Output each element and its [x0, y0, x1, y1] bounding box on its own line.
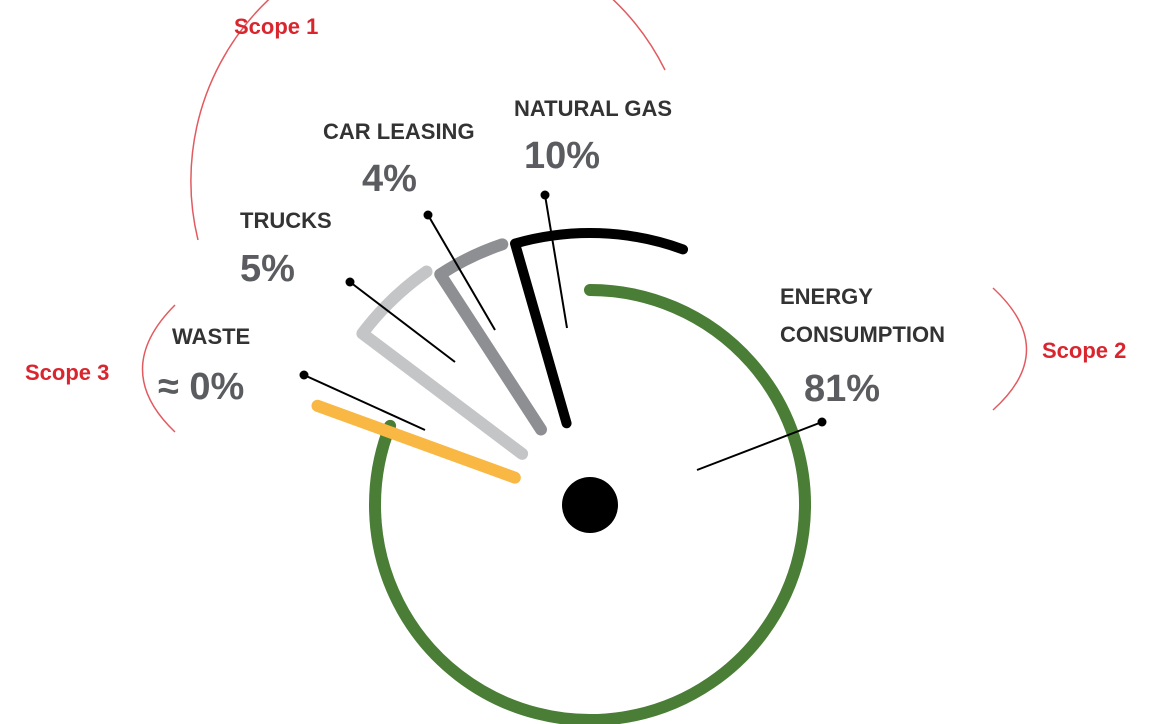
radial-bar — [510, 228, 689, 429]
leader-line — [303, 374, 426, 431]
radial-bar — [434, 238, 547, 436]
leader-dot — [540, 190, 550, 200]
scope-bracket — [992, 287, 1028, 411]
scope-label: Scope 2 — [1042, 338, 1127, 363]
leader-line — [696, 421, 823, 471]
leader-dot — [423, 210, 433, 220]
scope-label: Scope 1 — [234, 14, 319, 39]
value-label: 5% — [240, 248, 295, 290]
radial-bar — [356, 265, 529, 460]
value-label: 4% — [362, 158, 417, 200]
category-label: NATURAL GAS — [514, 96, 673, 121]
category-label: TRUCKS — [240, 208, 332, 233]
value-label: 81% — [804, 368, 881, 410]
center-dot — [562, 477, 618, 533]
scope-bracket — [141, 304, 176, 433]
leader-line — [349, 281, 456, 363]
radial-bar — [311, 399, 521, 484]
scope-label: Scope 3 — [25, 360, 110, 385]
radial-bar — [369, 284, 811, 724]
leader-dot — [817, 417, 827, 427]
value-label: 10% — [524, 135, 601, 177]
category-label: CAR LEASING — [323, 119, 475, 144]
scope-bracket — [190, 0, 666, 241]
leader-line — [427, 214, 496, 331]
category-label: ENERGY CONSUMPTION — [780, 284, 945, 347]
leader-dot — [299, 370, 309, 380]
leader-dot — [345, 277, 355, 287]
category-label: WASTE — [172, 324, 251, 349]
value-label: ≈ 0% — [158, 366, 245, 408]
leader-line — [544, 194, 568, 329]
